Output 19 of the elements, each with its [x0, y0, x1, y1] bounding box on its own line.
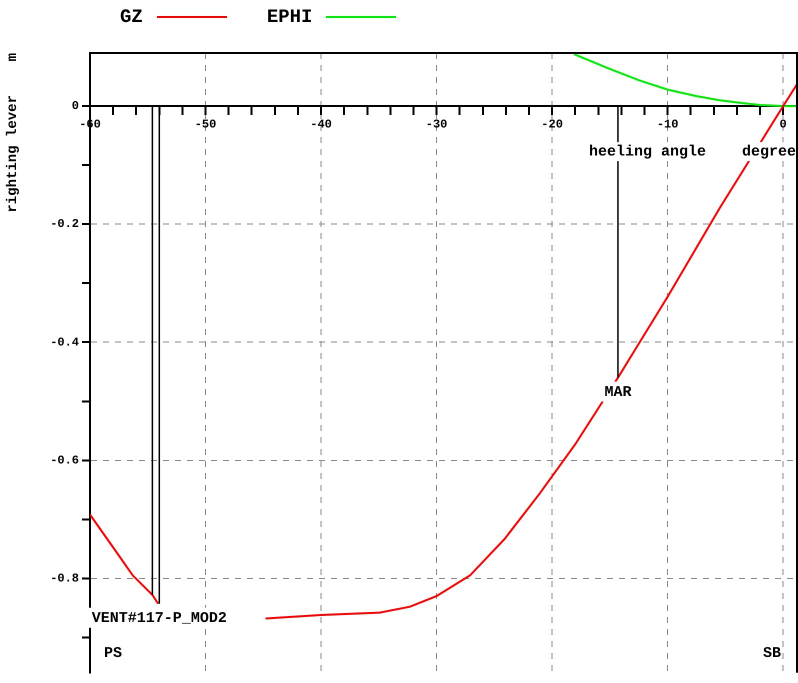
x-tick-label: 0: [780, 117, 787, 132]
legend-label: EPHI: [266, 6, 312, 28]
y-tick-label: -0.6: [50, 453, 79, 468]
y-tick-label: 0: [72, 99, 79, 114]
x-tick-label: -20: [541, 117, 563, 132]
ref-line-label: VENT#117-P_MOD2: [92, 610, 227, 628]
x-tick-label: -30: [426, 117, 448, 132]
x-tick-label: -10: [656, 117, 678, 132]
y-axis-title: righting lever m: [4, 53, 21, 213]
ref-line-label: MAR: [604, 384, 632, 401]
annotation: PS: [104, 645, 122, 662]
legend-label: GZ: [120, 6, 143, 28]
x-axis-title: heeling angle degree: [588, 143, 796, 160]
x-tick-label: -50: [194, 117, 216, 132]
annotation: SB: [762, 645, 781, 662]
y-tick-label: -0.4: [50, 335, 79, 350]
x-tick-label: -40: [310, 117, 332, 132]
y-tick-label: -0.2: [50, 217, 79, 232]
y-tick-label: -0.8: [50, 571, 79, 586]
